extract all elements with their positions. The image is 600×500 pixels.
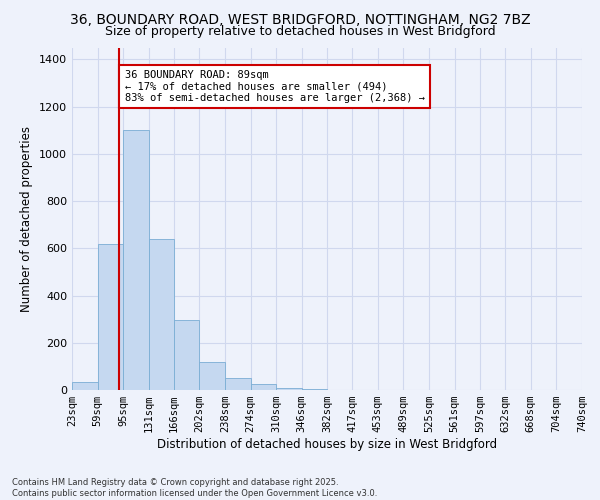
Text: Contains HM Land Registry data © Crown copyright and database right 2025.
Contai: Contains HM Land Registry data © Crown c… [12, 478, 377, 498]
Bar [149, 239, 174, 390]
Bar [276, 388, 302, 390]
Bar [98, 244, 123, 390]
Text: 36, BOUNDARY ROAD, WEST BRIDGFORD, NOTTINGHAM, NG2 7BZ: 36, BOUNDARY ROAD, WEST BRIDGFORD, NOTTI… [70, 12, 530, 26]
Bar [251, 384, 276, 390]
Bar [72, 382, 98, 390]
Bar [302, 389, 328, 390]
X-axis label: Distribution of detached houses by size in West Bridgford: Distribution of detached houses by size … [157, 438, 497, 451]
Bar [174, 320, 199, 390]
Text: Size of property relative to detached houses in West Bridgford: Size of property relative to detached ho… [104, 25, 496, 38]
Text: 36 BOUNDARY ROAD: 89sqm
← 17% of detached houses are smaller (494)
83% of semi-d: 36 BOUNDARY ROAD: 89sqm ← 17% of detache… [125, 70, 425, 103]
Bar [123, 130, 149, 390]
Bar [199, 362, 225, 390]
Bar [225, 378, 251, 390]
Y-axis label: Number of detached properties: Number of detached properties [20, 126, 34, 312]
